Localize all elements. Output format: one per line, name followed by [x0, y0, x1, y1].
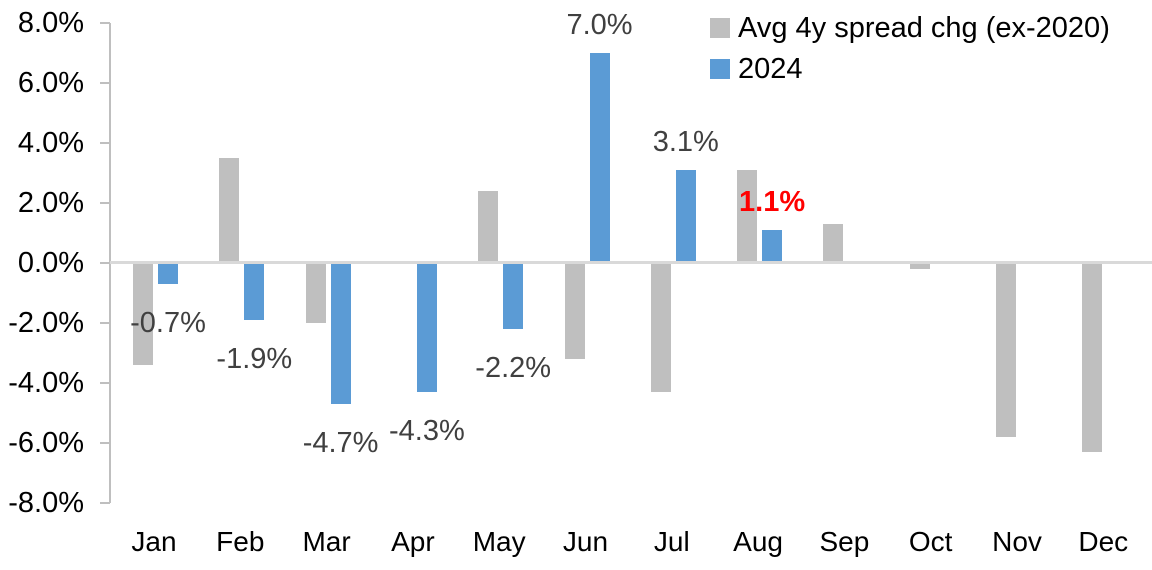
x-axis-label-mar: Mar: [302, 526, 351, 557]
y-axis-label: 8.0%: [17, 7, 84, 39]
data-label-2024-jun: 7.0%: [566, 9, 633, 41]
x-axis-label-nov: Nov: [992, 526, 1042, 557]
y-axis-label: -4.0%: [8, 367, 84, 399]
y-axis-tick: [100, 202, 110, 204]
data-label-2024-may: -2.2%: [475, 352, 552, 384]
legend-item-2024: 2024: [710, 53, 1110, 85]
data-label-2024-jul: 3.1%: [652, 126, 719, 158]
zero-gridline: [110, 261, 1152, 264]
bar-avg-feb: [219, 158, 240, 262]
bar-avg-jul: [650, 264, 671, 392]
bar-2024-jan: [158, 264, 178, 284]
y-axis-label: 2.0%: [17, 187, 84, 219]
bar-avg-oct: [909, 264, 930, 269]
x-axis-label-aug: Aug: [733, 526, 783, 557]
data-label-2024-mar: -4.7%: [302, 427, 379, 459]
data-label-2024-jan: -0.7%: [130, 307, 206, 339]
x-axis-label-sep: Sep: [819, 526, 870, 557]
legend-swatch-gray-icon: [710, 18, 730, 38]
x-axis-label-jan: Jan: [131, 526, 177, 557]
x-axis-label-feb: Feb: [216, 526, 265, 557]
y-axis-tick: [100, 442, 110, 444]
x-axis-label-may: May: [472, 526, 526, 557]
y-axis-tick: [100, 382, 110, 384]
bar-2024-apr: [416, 264, 437, 392]
y-axis-tick: [100, 142, 110, 144]
y-axis-tick: [100, 502, 110, 504]
y-axis-label: -2.0%: [8, 307, 84, 339]
bar-2024-mar: [330, 264, 351, 404]
bar-avg-dec: [1082, 264, 1103, 452]
data-label-2024-feb: -1.9%: [216, 343, 293, 375]
bar-avg-aug: [737, 170, 758, 262]
y-axis-tick: [100, 262, 110, 264]
data-label-2024-apr: -4.3%: [389, 415, 465, 447]
bar-2024-aug: [762, 230, 783, 262]
bar-avg-jun: [564, 264, 585, 359]
bar-avg-nov: [996, 264, 1016, 437]
bar-avg-may: [478, 191, 499, 262]
y-axis-tick: [100, 82, 110, 84]
legend-item-avg: Avg 4y spread chg (ex-2020): [710, 12, 1110, 44]
bar-avg-mar: [305, 264, 326, 323]
bar-avg-jan: [133, 264, 153, 365]
bar-2024-may: [503, 264, 524, 329]
y-axis-tick: [100, 322, 110, 324]
bar-2024-jul: [675, 170, 696, 262]
x-axis-label-apr: Apr: [391, 526, 435, 557]
y-axis-label: -6.0%: [8, 427, 84, 459]
legend: Avg 4y spread chg (ex-2020) 2024: [710, 12, 1110, 85]
y-axis-label: -8.0%: [8, 487, 84, 519]
bar-2024-feb: [244, 264, 265, 320]
x-axis-label-dec: Dec: [1078, 526, 1129, 557]
x-axis-label-oct: Oct: [908, 526, 953, 557]
legend-swatch-blue-icon: [710, 59, 730, 79]
bar-avg-sep: [823, 224, 844, 262]
legend-label-2024: 2024: [738, 53, 803, 85]
x-axis-label-jul: Jul: [653, 526, 690, 557]
data-label-2024-aug: 1.1%: [739, 186, 806, 218]
x-axis-label-jun: Jun: [562, 526, 609, 557]
legend-label-avg: Avg 4y spread chg (ex-2020): [738, 12, 1110, 44]
bar-2024-jun: [589, 53, 610, 262]
y-axis-label: 0.0%: [17, 247, 84, 279]
y-axis-label: 6.0%: [17, 67, 84, 99]
y-axis-tick: [100, 22, 110, 24]
y-axis-label: 4.0%: [17, 127, 84, 159]
